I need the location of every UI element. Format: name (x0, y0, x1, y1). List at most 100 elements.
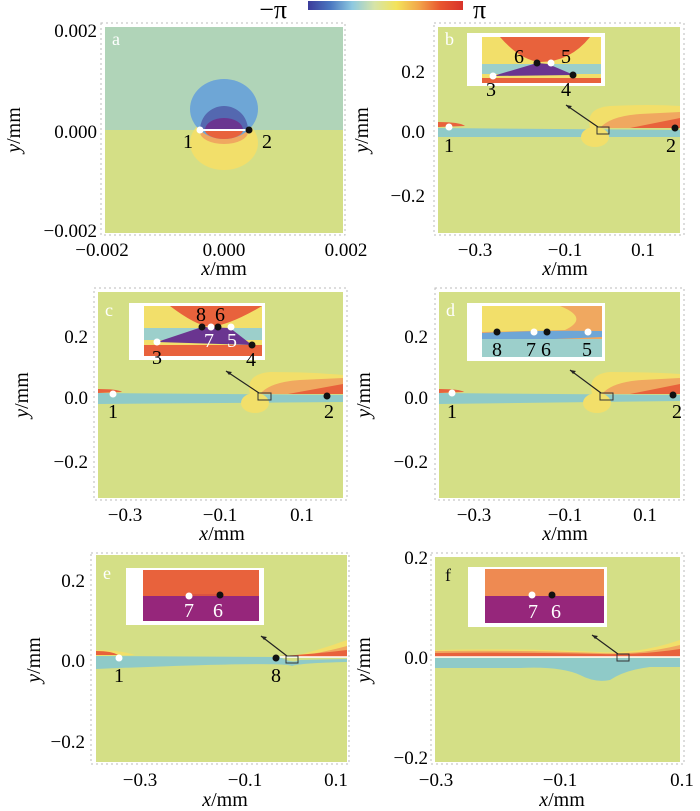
panel-f: 7 6 f 0.2 0.0 −0.2 −0.3 −0.1 0.1 x/mm y/… (353, 548, 694, 811)
panel-c-red-wedge (288, 384, 343, 394)
panel-d-xlabel: x/mm (541, 523, 588, 545)
panel-a-xlabel: x/mm (200, 258, 247, 280)
panel-b-arrowhead (566, 105, 572, 109)
panel-b-inset-point-5 (547, 59, 555, 67)
panel-b-xtick-1: −0.1 (548, 240, 582, 261)
panel-c-point-2 (323, 392, 331, 400)
panel-e-inset-magenta (143, 596, 259, 621)
panel-c-inset-point-8 (198, 323, 206, 331)
panel-c-red-sliver-left (98, 389, 122, 393)
panel-d-xtick-1: −0.1 (548, 505, 582, 526)
panel-e-teal-band (96, 656, 347, 669)
panel-b-ylabel: y/mm (351, 107, 373, 155)
panel-c-arrowhead (226, 371, 232, 375)
panel-e-inset-label-6: 6 (213, 600, 223, 622)
panel-d-point-1 (448, 389, 456, 397)
panel-c-inset-point-7 (207, 323, 215, 331)
panel-f-red-band (435, 649, 680, 657)
panel-d-lower-lobe (583, 393, 611, 413)
panel-e-zoom-box (285, 655, 299, 664)
panel-f-frame (430, 552, 685, 765)
panel-d-inset-point-6 (543, 328, 551, 336)
panel-a-xtick-0: −0.002 (75, 240, 128, 261)
panel-d-red-wedge (630, 384, 680, 394)
panel-f-xtick-0: −0.3 (419, 770, 453, 791)
panel-d-inset: 8 7 6 5 (467, 303, 605, 361)
panel-c-ytick-1: 0.0 (64, 388, 88, 409)
panel-e-inset: 7 6 (126, 568, 264, 625)
panel-f-inset-orange (485, 569, 604, 596)
panel-e-arrow (260, 635, 288, 657)
panel-d-point-2 (669, 391, 677, 399)
panel-a-ytick-1: 0.000 (54, 122, 97, 143)
panel-b-arrow (565, 104, 599, 128)
panel-a-purple-lobe (205, 118, 243, 130)
panel-b-inset: 3 4 5 6 (467, 33, 605, 101)
panel-d-ytick-1: 0.0 (404, 388, 428, 409)
panel-f-ytick-0: 0.2 (404, 548, 428, 569)
panel-d-inset-point-7 (530, 328, 538, 336)
panel-e-red-wedge (280, 650, 347, 657)
panel-b-xtick-2: 0.1 (631, 240, 655, 261)
panel-f-ytick-2: −0.2 (394, 748, 428, 769)
panel-b-inset-label-3: 3 (486, 79, 496, 101)
panel-c-inset: 3 4 5 6 7 8 (129, 303, 265, 371)
panel-b-lower-lobe (581, 127, 609, 147)
panel-b-inset-red-bottom (482, 78, 601, 83)
panel-d-xtick-0: −0.3 (457, 505, 491, 526)
panel-d-inset-label-6: 6 (541, 339, 551, 361)
panel-b-xtick-0: −0.3 (458, 240, 492, 261)
panel-c-arrow (225, 370, 260, 394)
panel-c-inset-point-6 (214, 323, 222, 331)
panel-c-point-1-label: 1 (108, 401, 118, 423)
panel-b-point-1-label: 1 (444, 135, 454, 157)
colorbar-min-label: −π (259, 0, 287, 24)
panel-f-xtick-1: −0.1 (543, 770, 577, 791)
panel-d-inset-point-8 (493, 328, 501, 336)
panel-a-red-lobe (205, 130, 243, 139)
panel-c-ytick-2: −0.2 (54, 452, 88, 473)
colorbar: −π π (259, 0, 486, 24)
panel-f-inset: 7 6 (468, 567, 607, 627)
panel-e-inset-point-7 (185, 592, 193, 600)
panel-d-teal-band (439, 393, 680, 404)
panel-a-letter: a (112, 29, 120, 49)
panel-a-xtick-1: 0.000 (203, 240, 246, 261)
panel-d-ylabel: y/mm (353, 372, 375, 420)
panel-b: 3 4 5 6 b 1 2 0.2 0.0 −0.2 −0.3 −0.1 0.1… (351, 22, 685, 280)
panel-c: 3 4 5 6 7 8 c 1 2 0.2 0.0 −0.2 −0.3 −0.1… (11, 287, 348, 545)
panel-f-teal-band (435, 658, 680, 681)
panel-b-point-2 (671, 124, 679, 132)
panel-b-inset-label-5: 5 (561, 46, 571, 68)
panel-b-zoom-box (596, 126, 610, 135)
panel-c-xtick-1: −0.1 (203, 505, 237, 526)
panel-a-point-2-label: 2 (262, 131, 272, 153)
panel-f-inset-label-6: 6 (551, 601, 561, 623)
panel-d-inset-blue (482, 330, 602, 341)
panel-f-ylabel: y/mm (353, 637, 375, 685)
panel-d-arrowhead (570, 370, 576, 374)
panel-c-inset-red-bottom (144, 345, 262, 356)
panel-e-ytick-1: 0.0 (61, 651, 85, 672)
panel-e-inset-label-7: 7 (184, 600, 194, 622)
panel-b-point-2-label: 2 (666, 135, 676, 157)
panel-e-point-1-label: 1 (114, 665, 124, 687)
panel-f-ytick-1: 0.0 (404, 648, 428, 669)
panel-e-inset-red (143, 570, 259, 596)
panel-e-xtick-1: −0.1 (228, 770, 262, 791)
panel-b-frame (433, 22, 685, 236)
panel-e-point-1 (115, 654, 123, 662)
panel-a-point-1-label: 1 (183, 131, 193, 153)
panel-c-lower-lobe (241, 393, 269, 413)
panel-f-inset-point-6 (548, 591, 556, 599)
panel-f-inset-label-7: 7 (528, 601, 538, 623)
panel-c-frame (93, 287, 348, 501)
panel-a: a 1 2 0.002 0.000 −0.002 −0.002 0.000 0.… (3, 21, 367, 280)
panel-e-point-8-label: 8 (271, 665, 281, 687)
colorbar-gradient (308, 1, 463, 10)
panel-e-ytick-2: −0.2 (51, 732, 85, 753)
panel-b-inset-purple-wedge (493, 63, 574, 76)
panel-c-xlabel: x/mm (198, 523, 245, 545)
panel-a-point-1 (196, 126, 204, 134)
panel-d-point-2-label: 2 (672, 401, 682, 423)
